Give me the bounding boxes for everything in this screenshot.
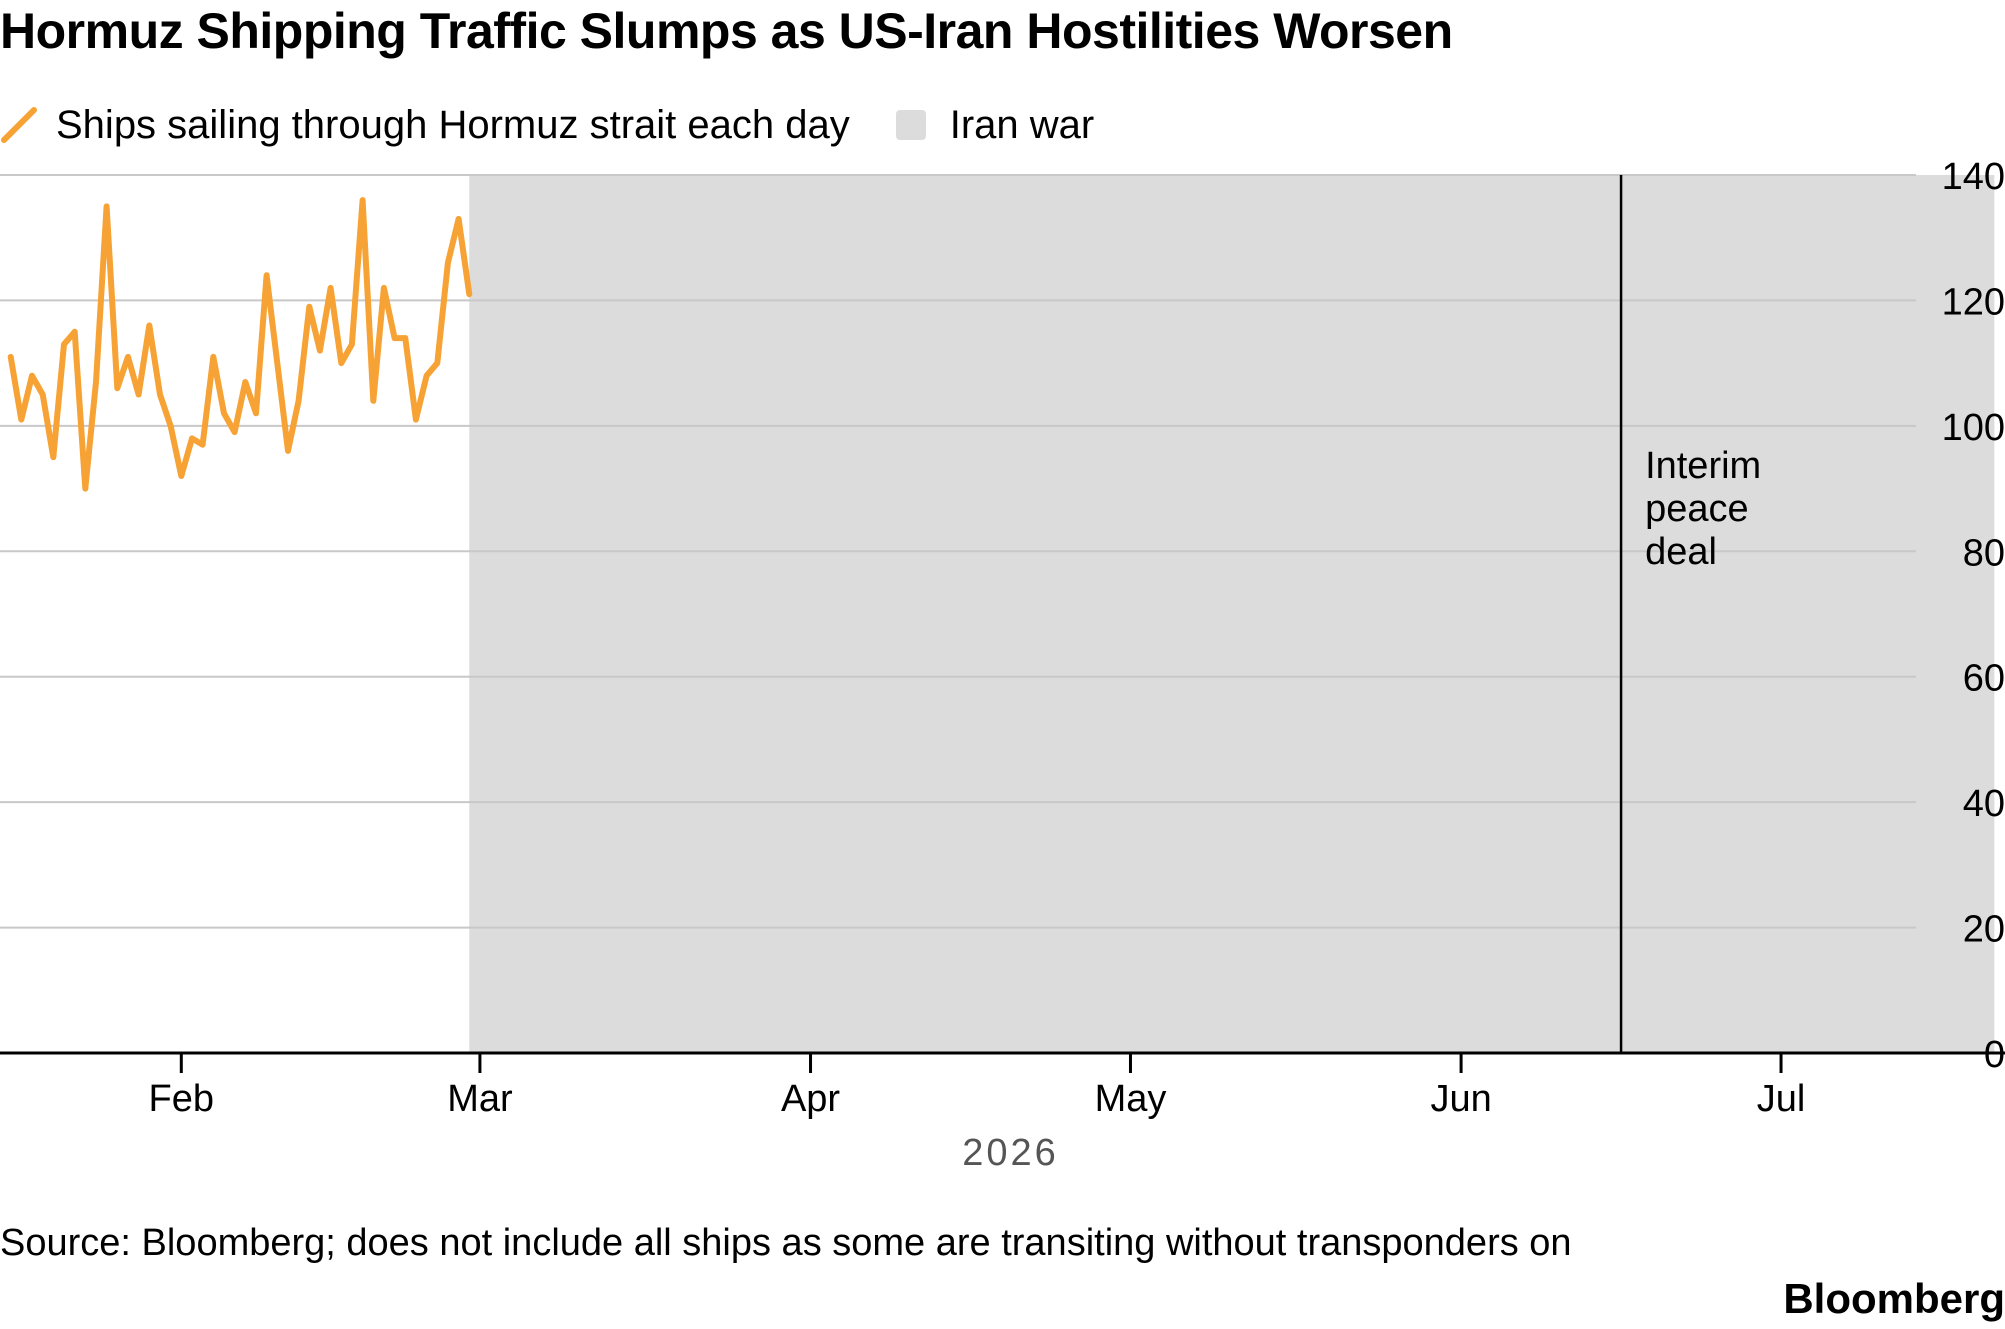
chart-title: Hormuz Shipping Traffic Slumps as US-Ira… bbox=[0, 3, 1453, 59]
annotation-label: Interim bbox=[1645, 445, 1761, 487]
y-tick-label: 40 bbox=[1963, 783, 2005, 825]
legend-line-label: Ships sailing through Hormuz strait each… bbox=[56, 102, 850, 147]
war-shaded-band bbox=[469, 175, 1995, 1053]
legend-line-swatch bbox=[1, 107, 37, 143]
x-tick-label: Apr bbox=[781, 1078, 840, 1120]
legend-band-label: Iran war bbox=[949, 102, 1095, 147]
x-tick-label: Mar bbox=[447, 1078, 513, 1120]
source-note: Source: Bloomberg; does not include all … bbox=[0, 1222, 1572, 1264]
series-line bbox=[7, 197, 473, 492]
annotation-label: peace bbox=[1645, 488, 1749, 530]
y-tick-label: 100 bbox=[1942, 407, 2005, 449]
y-tick-label: 80 bbox=[1963, 532, 2005, 574]
annotation-label: deal bbox=[1645, 531, 1717, 573]
x-tick-label: Jun bbox=[1430, 1078, 1491, 1120]
y-tick-label: 120 bbox=[1942, 281, 2005, 323]
x-tick-label: Feb bbox=[149, 1078, 214, 1120]
x-tick-label: Jul bbox=[1757, 1078, 1806, 1120]
y-tick-label: 60 bbox=[1963, 658, 2005, 700]
y-tick-label: 0 bbox=[1984, 1034, 2005, 1076]
brand-logo: Bloomberg bbox=[1783, 1275, 2005, 1322]
x-tick-label: May bbox=[1095, 1078, 1167, 1120]
legend-band-swatch bbox=[895, 110, 926, 140]
y-tick-label: 20 bbox=[1963, 909, 2005, 951]
x-year-label: 2026 bbox=[962, 1132, 1059, 1174]
legend: Ships sailing through Hormuz strait each… bbox=[0, 95, 1094, 155]
y-tick-label: 140 bbox=[1942, 156, 2005, 198]
